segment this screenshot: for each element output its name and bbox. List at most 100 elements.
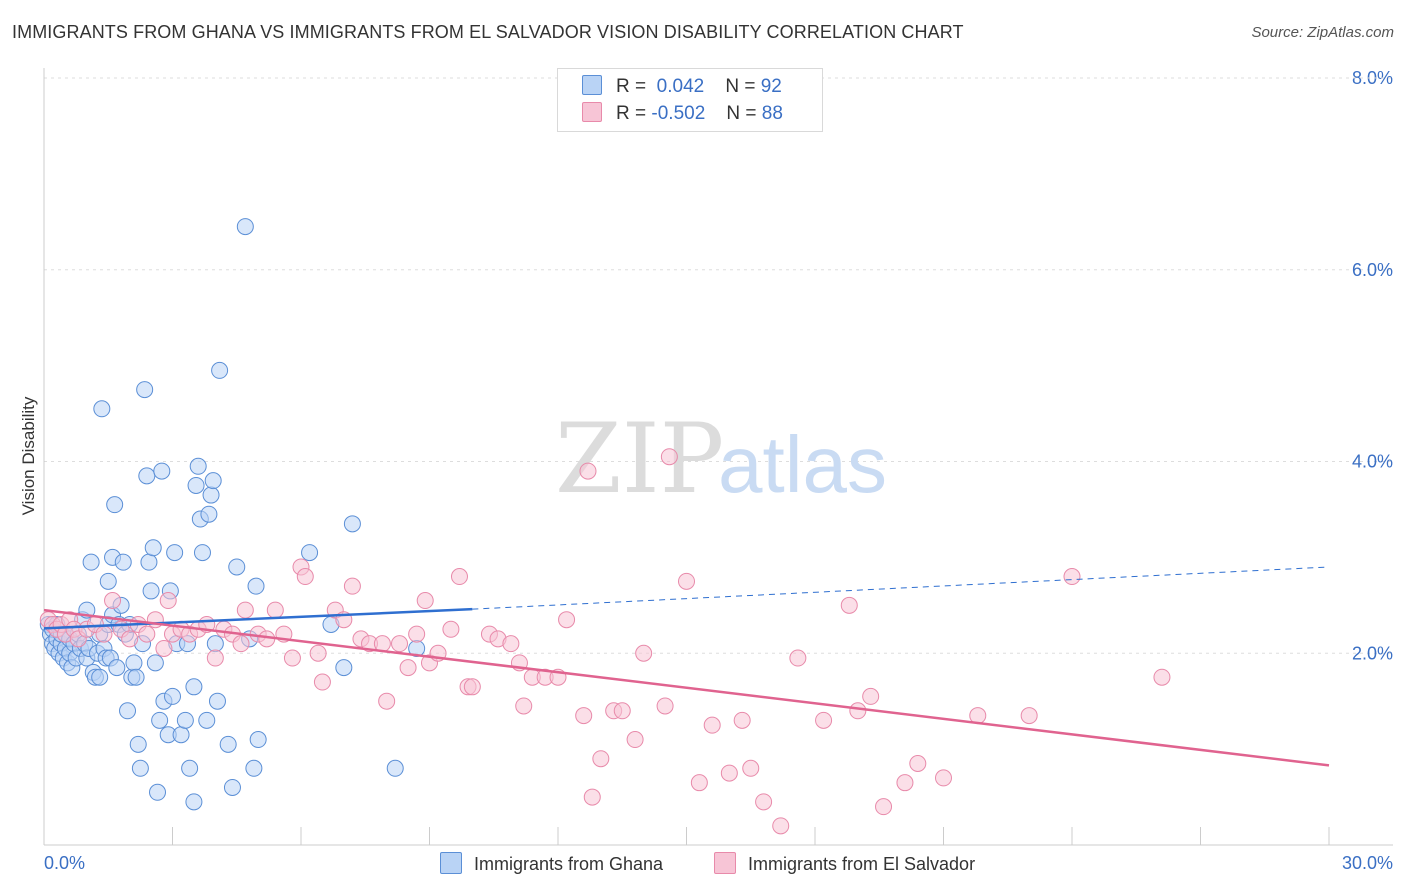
elsalvador-point [416, 592, 434, 610]
elsalvador-point [283, 649, 301, 667]
elsalvador-point [579, 462, 597, 480]
elsalvador-point [875, 798, 893, 816]
elsalvador-point [1153, 668, 1171, 686]
ghana-point [206, 635, 224, 653]
elsalvador-point [104, 592, 122, 610]
elsalvador-point [296, 568, 314, 586]
elsalvador-point [378, 692, 396, 710]
elsalvador-point [313, 673, 331, 691]
elsalvador-point [815, 711, 833, 729]
elsalvador-point [703, 716, 721, 734]
ghana-point [140, 553, 158, 571]
elsalvador-point [840, 596, 858, 614]
elsalvador-point [408, 625, 426, 643]
x-tick-label-max: 30.0% [1342, 853, 1393, 873]
legend-r-value-elsalvador: -0.502 [651, 103, 706, 124]
legend-r-value-ghana: 0.042 [656, 76, 705, 97]
bottom-legend-ghana: Immigrants from Ghana [440, 852, 663, 875]
ghana-point [153, 462, 171, 480]
legend-swatch-elsalvador [582, 102, 602, 122]
legend-n-value-elsalvador: 88 [761, 103, 783, 124]
legend-row-elsalvador: R = -0.502 N = 88 [582, 102, 783, 128]
bottom-legend-swatch-ghana [440, 852, 462, 874]
ghana-point [200, 505, 218, 523]
watermark-zip: ZIP [555, 403, 724, 515]
elsalvador-point [849, 702, 867, 720]
elsalvador-point [909, 755, 927, 773]
elsalvador-point [558, 611, 576, 629]
ghana-point [164, 687, 181, 705]
elsalvador-point [206, 649, 224, 667]
ghana-point [136, 381, 154, 399]
elsalvador-point [690, 774, 708, 792]
ghana-point [181, 759, 199, 777]
axis-layer [43, 68, 1393, 846]
ghana-point [142, 582, 160, 600]
ghana-point [228, 558, 246, 576]
ghana-point [189, 457, 207, 475]
ghana-point [99, 572, 117, 590]
elsalvador-point [450, 568, 468, 586]
elsalvador-point [656, 697, 674, 715]
ghana-trend-line [43, 607, 473, 630]
elsalvador-point [935, 769, 952, 787]
ghana-point [146, 654, 164, 672]
elsalvador-point [613, 702, 631, 720]
elsalvador-point [232, 635, 250, 653]
elsalvador-point [399, 659, 417, 677]
y-tick-label: 4.0% [1352, 452, 1393, 472]
ghana-point [185, 793, 203, 811]
bottom-legend-swatch-elsalvador [714, 852, 736, 874]
elsalvador-trend-line [43, 608, 1330, 767]
source-credit: Source: ZipAtlas.com [1251, 24, 1394, 41]
ghana-point [93, 400, 111, 418]
ghana-point [204, 472, 222, 490]
elsalvador-point [442, 620, 460, 638]
elsalvador-point [155, 639, 173, 657]
ghana-point [236, 218, 254, 236]
y-tick-label: 2.0% [1352, 643, 1393, 663]
ghana-point [176, 711, 194, 729]
legend-row-ghana: R = 0.042 N = 92 [582, 75, 782, 101]
elsalvador-point [1020, 707, 1038, 725]
elsalvador-point [236, 601, 254, 619]
y-tick-label: 8.0% [1352, 68, 1393, 88]
elsalvador-point [266, 601, 284, 619]
elsalvador-points [39, 448, 1171, 835]
ghana-point [131, 759, 149, 777]
ghana-point [149, 783, 167, 801]
ghana-point [343, 515, 361, 533]
ghana-point [114, 553, 132, 571]
elsalvador-point [121, 630, 139, 648]
ghana-point [185, 678, 203, 696]
elsalvador-point [789, 649, 807, 667]
ghana-point [144, 539, 162, 557]
elsalvador-point [772, 817, 790, 835]
ghana-point [129, 735, 147, 753]
elsalvador-point [720, 764, 738, 782]
elsalvador-point [138, 625, 156, 643]
elsalvador-point [95, 625, 113, 643]
elsalvador-point [660, 448, 678, 466]
chart-title: IMMIGRANTS FROM GHANA VS IMMIGRANTS FROM… [12, 22, 964, 42]
ghana-trend-extension [472, 566, 1330, 610]
ghana-point [223, 778, 241, 796]
ghana-point [138, 467, 156, 485]
ghana-point [151, 711, 169, 729]
ghana-point [166, 544, 184, 562]
legend-n-label-elsalvador: N = [726, 103, 757, 124]
ghana-point [245, 759, 263, 777]
ghana-point [125, 654, 143, 672]
ghana-point [91, 668, 109, 686]
bottom-legend-elsalvador: Immigrants from El Salvador [714, 852, 975, 875]
ghana-point [208, 692, 226, 710]
ghana-point [127, 668, 145, 686]
y-tick-label: 6.0% [1352, 260, 1393, 280]
elsalvador-point [678, 572, 695, 590]
elsalvador-point [862, 687, 880, 705]
elsalvador-point [343, 577, 361, 595]
correlation-legend: R = 0.042 N = 92 R = -0.502 N = 88 [557, 68, 823, 132]
bottom-legend-label-elsalvador: Immigrants from El Salvador [748, 854, 976, 874]
legend-n-value-ghana: 92 [760, 76, 782, 97]
